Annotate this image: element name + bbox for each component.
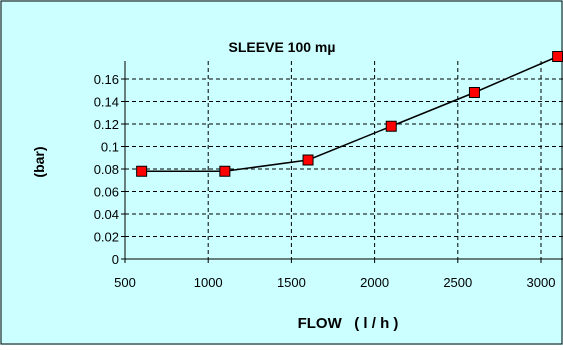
y-tick-labels: 0 0.02 0.04 0.06 0.08 0.1 0.12 0.14 0.16 <box>94 72 119 267</box>
x-tick-label: 2000 <box>360 275 389 290</box>
series-line <box>141 55 558 172</box>
series-polyline <box>141 55 558 172</box>
data-point-marker <box>219 165 231 177</box>
chart-title: SLEEVE 100 mµ <box>229 39 336 55</box>
y-tick-label: 0.04 <box>94 207 119 222</box>
data-markers <box>136 51 563 177</box>
y-axis-label: (bar) <box>31 146 47 177</box>
grid-lines <box>125 61 563 259</box>
axes <box>121 61 563 263</box>
x-tick-label: 2500 <box>443 275 472 290</box>
x-axis-label: FLOW ( l / h ) <box>298 315 399 332</box>
data-point-marker <box>136 165 148 177</box>
y-tick-label: 0.12 <box>94 117 119 132</box>
y-tick-label: 0.1 <box>101 140 119 155</box>
y-tick-label: 0 <box>112 252 119 267</box>
x-tick-label: 1500 <box>277 275 306 290</box>
x-tick-labels: 500 1000 1500 2000 2500 3000 <box>114 275 555 290</box>
y-tick-label: 0.16 <box>94 72 119 87</box>
y-tick-label: 0.14 <box>94 95 119 110</box>
data-point-marker <box>385 120 397 132</box>
x-tick-label: 3000 <box>527 275 556 290</box>
x-tick-label: 1000 <box>194 275 223 290</box>
data-point-marker <box>468 87 480 98</box>
y-tick-label: 0.08 <box>94 162 119 177</box>
x-tick-label: 500 <box>114 275 136 290</box>
y-tick-label: 0.06 <box>94 185 119 200</box>
data-point-marker <box>302 154 314 166</box>
y-tick-label: 0.02 <box>94 230 119 245</box>
data-point-marker <box>552 51 563 62</box>
